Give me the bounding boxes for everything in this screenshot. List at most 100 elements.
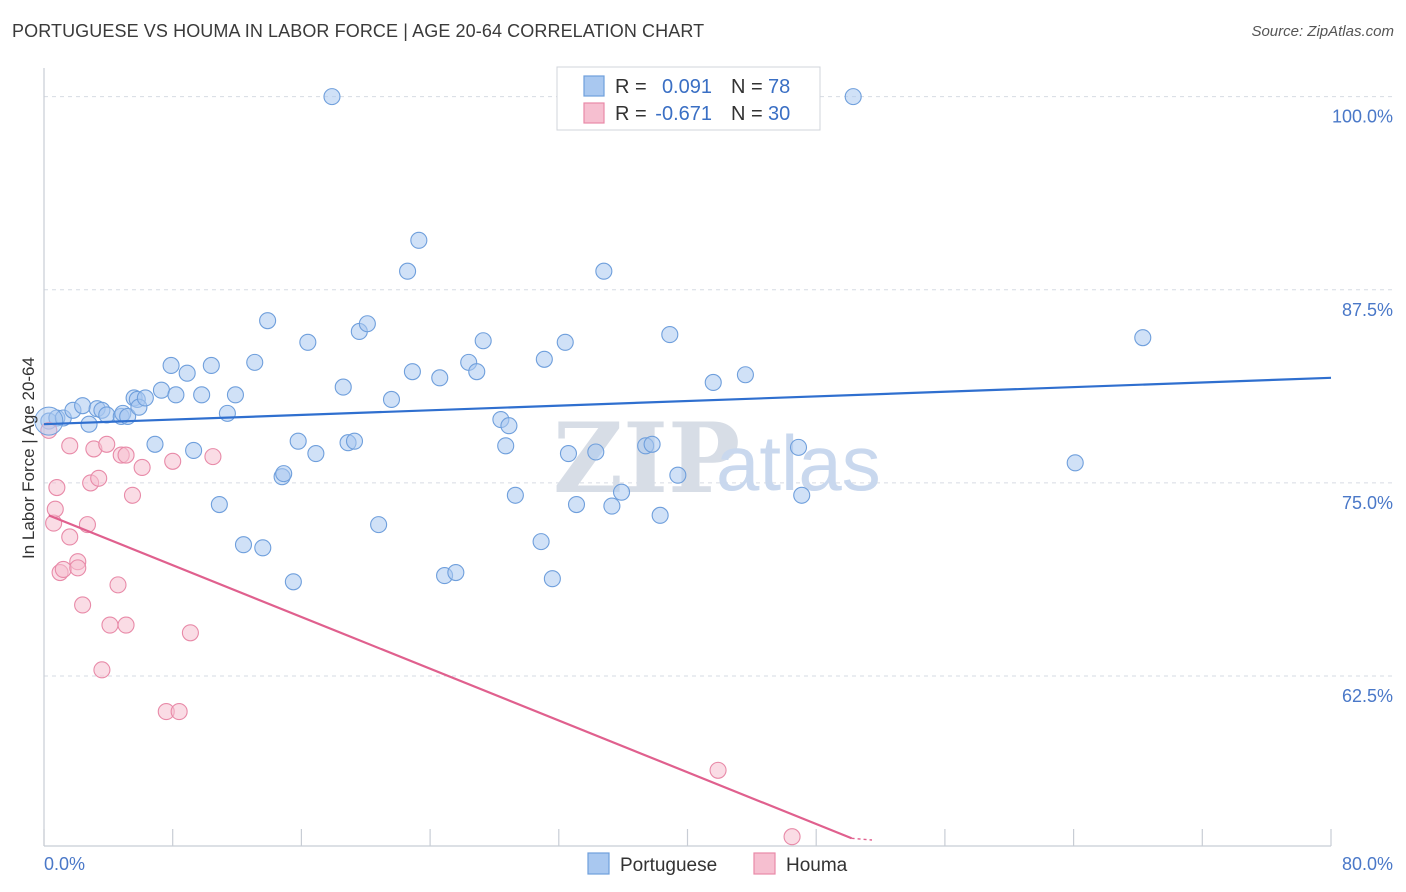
legend-swatch-portuguese [583,75,605,97]
legend-n-value-2: 30 [768,103,790,125]
portuguese-point [178,364,196,382]
watermark-zip: ZIP [553,402,740,515]
portuguese-point [289,432,307,450]
bottom-legend-swatch-portuguese [587,852,610,875]
portuguese-point [410,231,428,249]
portuguese-point [210,495,228,514]
chart-title: PORTUGUESE VS HOUMA IN LABOR FORCE | AGE… [12,21,705,41]
portuguese-point [136,389,154,407]
trend-lines [43,376,1332,841]
portuguese-point [358,315,376,333]
portuguese-point [535,350,553,368]
portuguese-point [643,435,661,453]
portuguese-point [74,397,92,415]
portuguese-point [254,539,272,557]
portuguese-point [447,563,465,582]
legend-r-value-2: -0.671 [655,103,712,125]
portuguese-point [80,415,98,433]
portuguese-point [370,516,388,534]
portuguese-point [789,438,808,456]
portuguese-point [152,381,170,399]
portuguese-point [275,465,293,483]
y-tick-label: 87.5% [1342,300,1393,320]
houma-point [61,437,79,455]
x-tick-labels: 0.0% 80.0% [44,854,1393,874]
portuguese-point [234,536,253,554]
bottom-legend-houma: Houma [786,855,848,876]
portuguese-point [98,406,116,424]
y-tick-label: 75.0% [1342,493,1393,513]
portuguese-point [506,486,524,504]
portuguese-point [226,386,244,404]
portuguese-point [603,497,621,515]
houma-trend-line [48,514,853,840]
y-tick-label: 62.5% [1342,686,1393,706]
houma-point [93,661,111,679]
bottom-legend-swatch-houma [753,852,776,875]
legend-n-label-2: N = [731,103,763,125]
grid-lines [44,96,1392,677]
portuguese-point [543,570,561,588]
portuguese-point [532,533,550,551]
legend-n-label-1: N = [731,76,763,98]
legend-swatch-houma [583,102,605,124]
portuguese-point [844,88,862,106]
watermark: ZIP atlas [553,402,881,515]
portuguese-point [162,356,180,375]
portuguese-point [556,333,574,351]
houma-point [109,576,127,594]
source-label: Source: ZipAtlas.com [1251,23,1394,40]
portuguese-point [246,353,264,371]
portuguese-point [1066,454,1084,472]
portuguese-point [612,483,631,501]
portuguese-point [704,373,722,392]
portuguese-point [399,262,417,280]
portuguese-point [567,495,586,514]
houma-point [170,703,188,721]
portuguese-point [323,88,341,106]
portuguese-point [793,486,811,504]
portuguese-point [500,417,518,435]
houma-point [48,478,66,497]
houma-point [54,560,72,578]
houma-point [133,458,151,477]
x-tick-label-max: 80.0% [1342,854,1393,874]
bottom-legend-portuguese: Portuguese [620,855,717,876]
portuguese-point [299,333,317,351]
legend-r-label-2: R = [615,103,647,125]
portuguese-point [403,363,421,381]
legend-r-value-1: 0.091 [662,76,712,98]
portuguese-point [259,312,277,330]
portuguese-point [669,466,687,484]
portuguese-point [587,443,605,461]
portuguese-point [334,378,352,396]
legend-n-value-1: 78 [768,76,790,98]
portuguese-point [218,404,236,422]
houma-point [90,469,108,487]
portuguese-point [382,390,401,409]
houma-point [783,828,801,846]
portuguese-point [474,332,492,350]
houma-point [204,448,222,466]
legend-r-label-1: R = [615,76,647,98]
portuguese-trend-line [43,376,1332,426]
portuguese-point [146,435,164,453]
houma-point [61,528,79,546]
y-tick-label: 100.0% [1332,107,1393,127]
portuguese-cluster-point [34,406,64,436]
data-points [34,88,1152,846]
portuguese-point [167,386,185,404]
y-tick-labels: 62.5% 75.0% 87.5% 100.0% [1332,107,1393,706]
houma-point [123,486,142,504]
legend: R = 0.091 N = 78 R = -0.671 N = 30 [556,66,821,131]
portuguese-point [651,506,669,524]
portuguese-point [595,262,613,280]
portuguese-point [431,369,449,387]
houma-point [117,616,135,634]
houma-point [69,559,87,577]
y-axis-title: In Labor Force | Age 20-64 [19,357,38,559]
houma-point [181,624,199,642]
portuguese-point [661,326,679,344]
portuguese-point [736,366,754,384]
